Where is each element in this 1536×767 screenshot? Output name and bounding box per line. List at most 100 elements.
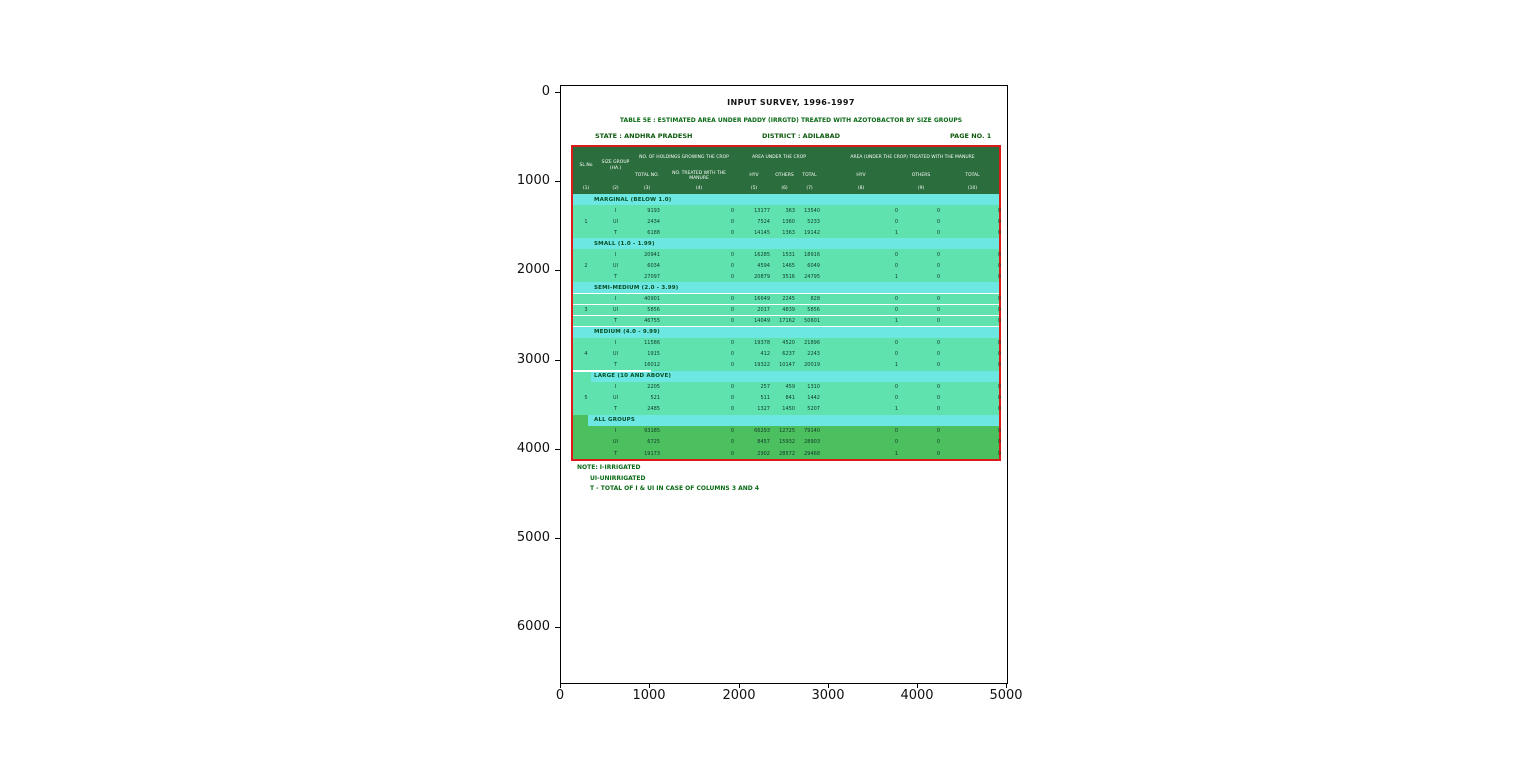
col-header-total: TOTAL <box>802 173 817 179</box>
value-cell: 0 <box>894 351 898 358</box>
value-cell: 0 <box>936 362 940 369</box>
irrigation-marker-cell: I <box>614 428 617 435</box>
value-cell: 0 <box>936 218 940 225</box>
value-cell: 0 <box>730 395 734 402</box>
irrigation-marker-cell: I <box>614 207 617 214</box>
value-cell: 2205 <box>647 384 660 391</box>
value-cell: 6725 <box>647 439 660 446</box>
col-header-others: OTHERS <box>911 173 931 179</box>
value-cell: 7524 <box>757 218 770 225</box>
irrigation-marker-cell: I <box>614 384 617 391</box>
value-cell: 0 <box>730 362 734 369</box>
value-cell: 0 <box>936 317 940 324</box>
value-cell: 0 <box>730 384 734 391</box>
size-group: MEDIUM (4.0 - 9.99) I 11586 0 19378 4520 21896… <box>573 326 1001 371</box>
value-cell: 1310 <box>807 384 820 391</box>
y-tick-mark <box>555 270 560 271</box>
col-header-total: TOTAL <box>965 173 980 179</box>
value-cell: 0 <box>730 306 734 313</box>
value-cell: 1 <box>894 229 898 236</box>
value-cell: 1531 <box>782 251 795 258</box>
value-cell: 1 <box>894 450 898 457</box>
value-cell: 0 <box>894 251 898 258</box>
y-tick-label: 2000 <box>516 262 550 277</box>
value-cell: 1 <box>894 273 898 280</box>
value-cell: 10147 <box>779 362 795 369</box>
irrigation-marker-cell: I <box>614 251 617 258</box>
value-cell: 5233 <box>807 218 820 225</box>
col-number: (1) <box>582 186 590 192</box>
table-row: I 93185 0 66293 12725 79140 0 0 0 <box>573 425 1001 437</box>
col-header-no-treated: NO. TREATED WITH THE MANURE <box>672 170 726 181</box>
value-cell: 0 <box>997 317 1001 324</box>
serial-number-cell <box>573 448 599 459</box>
value-cell: 4839 <box>782 306 795 313</box>
value-cell: 6034 <box>647 262 660 269</box>
col-group-area-treated: AREA (UNDER THE CROP) TREATED WITH THE M… <box>850 154 975 160</box>
serial-number-cell <box>573 205 599 216</box>
table-row: I 11586 0 19378 4520 21896 0 0 0 <box>573 337 1001 349</box>
size-group: SEMI-MEDIUM (2.0 - 3.99) I 40901 0 16649 2245… <box>573 282 1001 327</box>
value-cell: 257 <box>760 384 770 391</box>
table-row: T 46755 0 14049 17162 50601 1 0 0 <box>573 314 1001 327</box>
page-number-label: PAGE NO. 1 <box>950 132 992 140</box>
x-tick-mark <box>917 683 918 688</box>
value-cell: 46755 <box>644 317 660 324</box>
value-cell: 363 <box>785 207 795 214</box>
size-group-band: ALL GROUPS <box>573 414 999 426</box>
value-cell: 20019 <box>804 362 820 369</box>
y-tick-label: 5000 <box>516 530 550 545</box>
size-group: ALL GROUPS I 93185 0 66293 12725 79140 0 0 0 UI 672… <box>573 414 1001 460</box>
value-cell: 2485 <box>647 406 660 413</box>
table-row: 4 UI 1915 0 412 6237 2243 0 0 0 <box>573 348 1001 360</box>
value-cell: 6049 <box>807 262 820 269</box>
value-cell: 1 <box>894 362 898 369</box>
table-row: T 6188 0 14145 1363 19142 1 0 0 <box>573 227 1001 239</box>
value-cell: 0 <box>997 428 1001 435</box>
y-tick-label: 3000 <box>516 352 550 367</box>
value-cell: 0 <box>894 395 898 402</box>
value-cell: 0 <box>936 229 940 236</box>
value-cell: 0 <box>936 306 940 313</box>
irrigation-marker-cell: T <box>613 362 618 369</box>
value-cell: 5856 <box>647 306 660 313</box>
value-cell: 0 <box>997 384 1001 391</box>
irrigation-marker-cell: T <box>613 450 618 457</box>
value-cell: 16649 <box>754 296 770 303</box>
table-row: 3 UI 5856 0 2017 4839 5856 0 0 0 <box>573 304 1001 315</box>
size-group-label: MEDIUM (4.0 - 9.99) <box>594 329 660 336</box>
value-cell: 0 <box>730 450 734 457</box>
value-cell: 0 <box>936 395 940 402</box>
value-cell: 0 <box>997 450 1001 457</box>
y-tick-label: 1000 <box>516 173 550 188</box>
document-info-row: STATE : ANDHRA PRADESH DISTRICT : ADILAB… <box>560 132 1007 142</box>
value-cell: 0 <box>997 273 1001 280</box>
value-cell: 0 <box>894 262 898 269</box>
note-line: NOTE: I-IRRIGATED <box>577 464 641 471</box>
serial-number-cell <box>573 227 599 238</box>
value-cell: 12725 <box>779 428 795 435</box>
x-tick-mark <box>828 683 829 688</box>
value-cell: 19173 <box>644 450 660 457</box>
value-cell: 19378 <box>754 340 770 347</box>
x-tick-mark <box>1006 683 1007 688</box>
y-tick-mark <box>555 449 560 450</box>
size-group-label: SMALL (1.0 - 1.99) <box>594 240 655 247</box>
col-header-hyv: HYV <box>856 173 866 179</box>
value-cell: 93185 <box>644 428 660 435</box>
value-cell: 841 <box>785 395 795 402</box>
y-tick-mark <box>555 538 560 539</box>
y-tick-mark <box>555 181 560 182</box>
col-header-total-no: TOTAL NO. <box>635 173 659 179</box>
table-row: I 2205 0 257 459 1310 0 0 0 <box>573 381 1001 393</box>
value-cell: 0 <box>997 251 1001 258</box>
value-cell: 0 <box>730 229 734 236</box>
col-number: (10) <box>967 186 978 192</box>
value-cell: 24795 <box>804 273 820 280</box>
value-cell: 0 <box>894 207 898 214</box>
serial-number-cell <box>573 316 599 326</box>
value-cell: 18916 <box>804 251 820 258</box>
y-tick-mark <box>555 627 560 628</box>
value-cell: 0 <box>997 207 1001 214</box>
serial-number-cell <box>573 338 599 349</box>
